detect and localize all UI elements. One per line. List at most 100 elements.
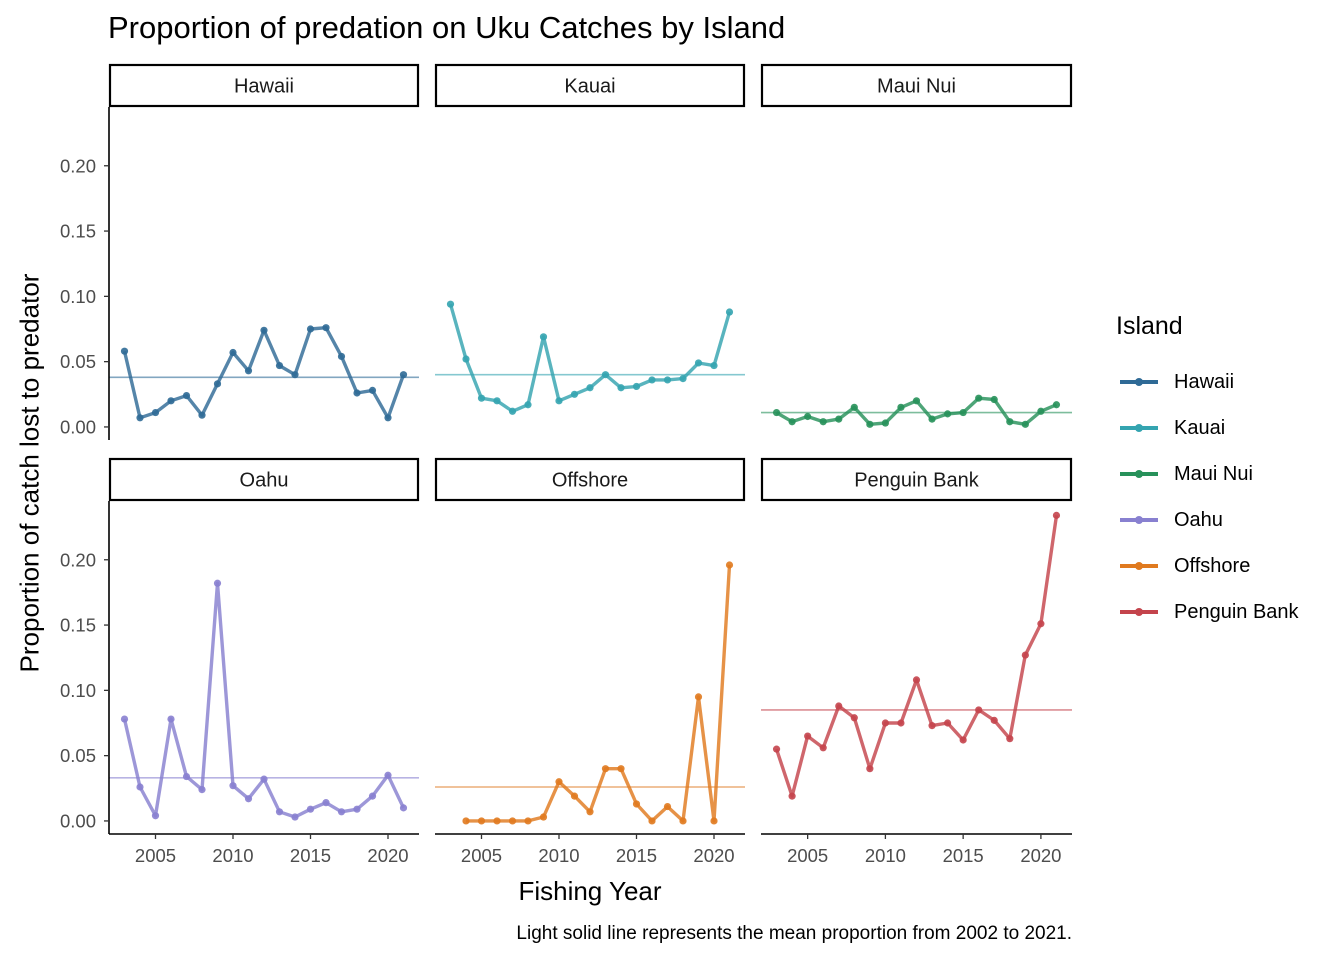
data-point [198, 411, 206, 419]
facet-offshore: Offshore 2005 2010 2015 2020 [434, 457, 746, 866]
data-point [990, 395, 998, 404]
data-point [384, 771, 392, 779]
data-point [881, 719, 890, 727]
data-point [353, 805, 361, 813]
data-point [477, 817, 486, 825]
facet-strip [434, 63, 746, 108]
data-point [275, 361, 284, 370]
data-point [260, 326, 268, 334]
data-point [477, 394, 486, 402]
data-point [928, 415, 936, 423]
facet-strip-label: Oahu [240, 470, 289, 492]
facet-strip [108, 63, 420, 108]
facet-strip-label: Penguin Bank [854, 470, 980, 492]
data-point [663, 376, 672, 384]
legend-item-oahu: Oahu [1116, 497, 1299, 543]
data-point [539, 813, 548, 821]
y-tick-label: 0.05 [60, 745, 96, 766]
legend: Island Hawaii Kauai Maui Nui Oahu Offshore Pe… [1116, 312, 1299, 635]
data-point [944, 410, 952, 418]
data-point [912, 676, 921, 684]
data-point [244, 367, 253, 375]
series-line-kauai [448, 303, 732, 413]
legend-key-dot [1135, 424, 1143, 432]
facet-strip [760, 457, 1073, 502]
data-point [167, 397, 175, 405]
data-point [524, 817, 532, 825]
data-point [368, 386, 377, 394]
series-line-penguin-bank [774, 515, 1059, 798]
x-tick-label: 2020 [1020, 845, 1061, 866]
data-point [804, 412, 812, 421]
data-point [508, 407, 517, 415]
data-point [881, 419, 890, 427]
data-point [601, 371, 610, 379]
data-point [368, 792, 377, 800]
legend-key-dot [1135, 516, 1143, 524]
data-point [136, 783, 144, 791]
legend-title: Island [1116, 312, 1183, 340]
data-point [229, 782, 237, 790]
facet-penguin-bank: Penguin Bank 2005 2010 2015 2020 [760, 457, 1073, 866]
data-point [244, 795, 253, 803]
y-tick-label: 0.20 [60, 155, 96, 176]
data-point [725, 561, 734, 569]
series-line-hawaii [122, 326, 406, 420]
data-point [1037, 407, 1045, 415]
facet-strip [760, 63, 1073, 108]
legend-item-offshore: Offshore [1116, 543, 1299, 589]
data-point [337, 808, 346, 816]
legend-label: Penguin Bank [1174, 600, 1299, 623]
legend-key [1120, 559, 1158, 573]
legend-key [1120, 375, 1158, 389]
facet-kauai: Kauai [434, 63, 746, 415]
data-point [835, 415, 843, 423]
data-point [337, 352, 346, 361]
data-point [679, 817, 687, 825]
data-point [648, 376, 656, 384]
data-point [1006, 418, 1014, 426]
data-point [446, 300, 455, 308]
data-point [897, 403, 905, 411]
data-point [975, 394, 983, 402]
data-point [944, 719, 952, 727]
y-tick-label: 0.15 [60, 221, 96, 242]
data-point [788, 792, 796, 800]
data-point [399, 371, 408, 379]
data-point [632, 382, 641, 391]
data-point [198, 786, 206, 794]
data-point [850, 714, 858, 722]
data-point [384, 414, 392, 422]
data-point [524, 401, 532, 409]
y-tick-label: 0.10 [60, 680, 96, 701]
data-point [586, 808, 594, 816]
data-point [710, 817, 718, 825]
series-line-offshore [466, 564, 732, 823]
y-tick-label: 0.10 [60, 286, 96, 307]
data-point [508, 817, 517, 825]
data-point [663, 802, 672, 811]
facet-strip-label: Maui Nui [877, 76, 956, 98]
legend-label: Hawaii [1174, 370, 1235, 393]
data-point [275, 808, 284, 816]
data-point [291, 813, 299, 821]
x-tick-label: 2010 [212, 845, 253, 866]
data-point [167, 715, 175, 723]
data-point [555, 397, 563, 405]
data-point [306, 325, 315, 333]
data-point [555, 778, 563, 786]
data-point [229, 348, 237, 357]
data-point [322, 324, 330, 332]
data-point [617, 384, 625, 392]
data-point [694, 359, 703, 367]
data-point [632, 800, 641, 808]
facet-strip-label: Kauai [564, 76, 615, 98]
y-tick-label: 0.20 [60, 549, 96, 570]
data-point [850, 403, 858, 411]
x-tick-label: 2020 [367, 845, 408, 866]
data-point [539, 333, 548, 341]
legend-key-dot [1135, 378, 1143, 386]
data-point [1052, 401, 1061, 409]
legend-items: Hawaii Kauai Maui Nui Oahu Offshore Penguin B… [1116, 359, 1299, 635]
